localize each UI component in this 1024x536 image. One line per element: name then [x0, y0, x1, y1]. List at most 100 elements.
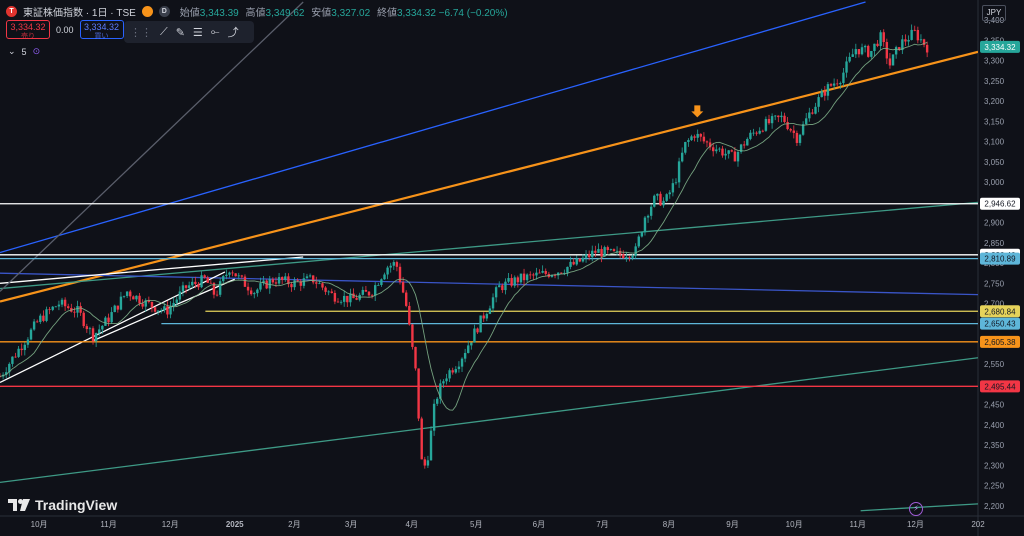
candle-body	[234, 273, 237, 277]
candle-body	[262, 280, 265, 284]
drag-handle-icon[interactable]: ⋮⋮	[130, 26, 152, 39]
candle-body	[473, 328, 476, 343]
y-tick-label: 2,400	[984, 421, 1005, 430]
candle-body	[76, 306, 79, 313]
candle-body	[377, 285, 380, 286]
candle-body	[327, 291, 330, 293]
candle-body	[578, 258, 582, 262]
candle-body	[420, 418, 423, 460]
candle-body	[761, 130, 765, 132]
data-delay-badge[interactable]: D	[158, 6, 170, 17]
candle-body	[29, 329, 33, 340]
brush-icon[interactable]: ✎	[175, 26, 185, 39]
indicator-settings-icon[interactable]: ⊙	[32, 46, 41, 56]
sell-price: 3,334.32	[10, 22, 46, 32]
candle-body	[767, 118, 771, 124]
candle-body	[696, 133, 699, 138]
candle-body	[842, 72, 845, 83]
candle-body	[494, 287, 498, 298]
x-tick-label: 4月	[406, 520, 418, 529]
symbol-title[interactable]: 東証株価指数 · 1日 · TSE	[23, 8, 136, 19]
currency-selector[interactable]: JPY	[982, 5, 1006, 21]
level-price-label: 2,495.44	[984, 382, 1016, 391]
y-tick-label: 3,150	[984, 117, 1005, 126]
indicator-row: ⌄ 5 ⊙	[8, 46, 40, 57]
candle-body	[215, 294, 219, 296]
y-tick-label: 2,700	[984, 300, 1005, 309]
candle-body	[125, 291, 129, 296]
trend-line	[0, 1, 866, 254]
candle-body	[231, 272, 234, 274]
buy-button[interactable]: 3,334.32 買い	[79, 20, 124, 40]
candle-body	[898, 47, 901, 51]
candle-body	[510, 278, 513, 286]
candle-body	[742, 144, 746, 146]
candle-body	[646, 215, 650, 218]
candle-body	[79, 306, 82, 313]
candle-body	[181, 285, 185, 292]
candle-body	[119, 296, 123, 310]
open-label: 始値	[179, 8, 200, 19]
candle-body	[628, 257, 631, 258]
close-label: 終値	[376, 8, 397, 19]
symbol-header[interactable]: T 東証株価指数 · 1日 · TSE D 始値3,343.39 高値3,349…	[6, 4, 508, 19]
candle-body	[246, 286, 250, 291]
candle-body	[259, 283, 262, 290]
candle-body	[51, 306, 54, 310]
collapse-chevron-icon[interactable]: ⌄	[8, 46, 16, 56]
level-price-label: 2,680.84	[984, 307, 1016, 316]
candle-body	[63, 299, 67, 307]
candle-body	[470, 342, 473, 346]
candle-body	[668, 192, 671, 195]
candle-body	[169, 306, 172, 315]
candle-body	[107, 317, 110, 323]
path-icon[interactable]: ⤴	[227, 27, 239, 39]
lightning-icon[interactable]: ⚡	[909, 502, 923, 516]
y-tick-label: 2,450	[984, 401, 1005, 410]
candle-body	[144, 300, 147, 307]
candle-body	[560, 272, 563, 274]
y-tick-label: 2,850	[984, 239, 1005, 248]
candle-body	[888, 58, 892, 66]
candle-body	[160, 310, 163, 312]
candle-body	[318, 283, 321, 285]
candle-body	[575, 258, 578, 265]
parallel-channel-icon[interactable]: ☰	[192, 26, 203, 39]
candle-body	[135, 295, 138, 300]
candle-body	[342, 295, 346, 302]
candle-body	[122, 295, 126, 297]
candle-body	[603, 247, 606, 257]
candle-body	[200, 275, 203, 288]
sell-button[interactable]: 3,334.32 売り	[6, 20, 50, 40]
candle-body	[271, 279, 275, 283]
candle-body	[101, 325, 104, 330]
trendline-icon[interactable]: ⟋	[160, 25, 168, 38]
candle-body	[867, 45, 870, 57]
level-price-tag	[980, 380, 1020, 393]
candle-body	[408, 305, 411, 325]
symbol-logo-icon: T	[6, 6, 17, 17]
y-tick-label: 3,200	[984, 97, 1005, 106]
candle-body	[792, 130, 796, 133]
candle-body	[901, 39, 904, 51]
candle-body	[383, 274, 386, 280]
candle-body	[538, 272, 541, 274]
candle-body	[705, 141, 709, 143]
candle-body	[826, 84, 830, 96]
spread-value: 0.00	[56, 24, 74, 35]
candle-body	[355, 298, 358, 300]
candle-body	[287, 276, 290, 285]
candle-body	[736, 151, 740, 162]
candle-body	[600, 248, 603, 257]
candle-body	[885, 42, 889, 59]
candle-body	[805, 118, 808, 125]
candle-body	[423, 459, 427, 466]
indicator-length[interactable]: 5	[21, 46, 27, 57]
x-tick-label: 8月	[663, 520, 675, 529]
y-tick-label: 3,300	[984, 57, 1005, 66]
candle-body	[373, 285, 377, 296]
candle-body	[482, 315, 485, 319]
horizontal-ray-icon[interactable]: ⟜	[210, 25, 220, 38]
y-tick-label: 2,300	[984, 461, 1005, 470]
